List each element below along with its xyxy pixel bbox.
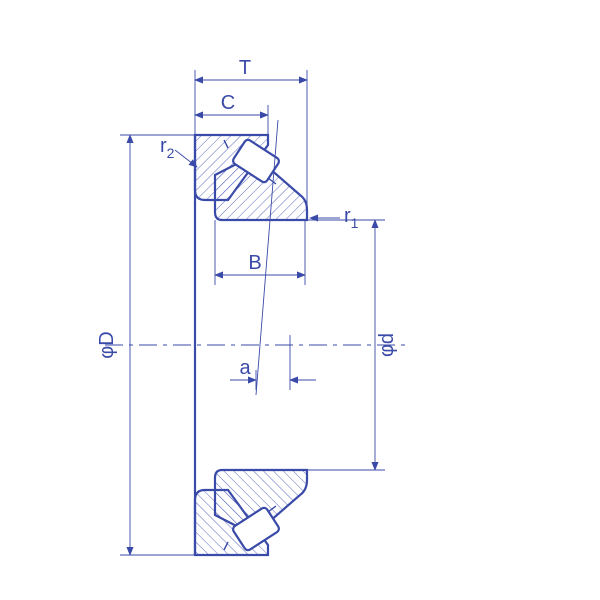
dim-B-label: B bbox=[248, 252, 261, 274]
dim-C-label: C bbox=[221, 92, 235, 114]
dim-r2-leader bbox=[175, 150, 197, 167]
dim-r2-label: r2 bbox=[160, 135, 175, 161]
dim-r1-label: r1 bbox=[344, 205, 359, 231]
dim-T-label: T bbox=[239, 57, 251, 79]
dim-phiD-label: φD bbox=[96, 331, 118, 358]
dim-a-label: a bbox=[239, 357, 251, 379]
dim-phid-label: φd bbox=[376, 333, 398, 357]
bearing-diagram: T C B a r2 r1 φD φd bbox=[0, 0, 600, 600]
